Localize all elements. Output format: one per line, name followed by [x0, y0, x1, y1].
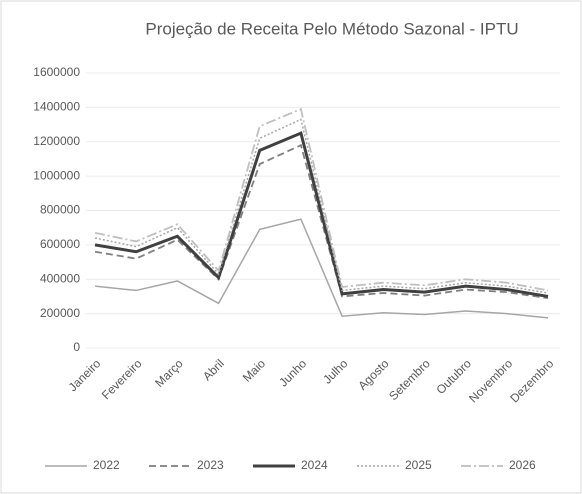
y-tick-label: 600000 — [40, 237, 80, 251]
y-tick-label: 1000000 — [33, 168, 80, 182]
series-line — [94, 218, 549, 319]
legend-label: 2023 — [197, 458, 224, 472]
legend-label: 2024 — [301, 458, 328, 472]
chart-title: Projeção de Receita Pelo Método Sazonal … — [145, 19, 518, 38]
y-tick-label: 1200000 — [33, 134, 80, 148]
series-line — [94, 143, 549, 300]
series-line — [94, 107, 549, 292]
legend-label: 2025 — [405, 458, 432, 472]
series-line — [94, 118, 549, 294]
legend-label: 2026 — [509, 458, 536, 472]
y-tick-label: 200000 — [40, 306, 80, 320]
series-line — [94, 131, 549, 298]
y-tick-label: 1600000 — [33, 65, 80, 79]
y-tick-label: 400000 — [40, 271, 80, 285]
legend-label: 2022 — [93, 458, 120, 472]
y-tick-label: 800000 — [40, 203, 80, 217]
y-tick-label: 1400000 — [33, 100, 80, 114]
y-tick-label: 0 — [73, 340, 80, 354]
